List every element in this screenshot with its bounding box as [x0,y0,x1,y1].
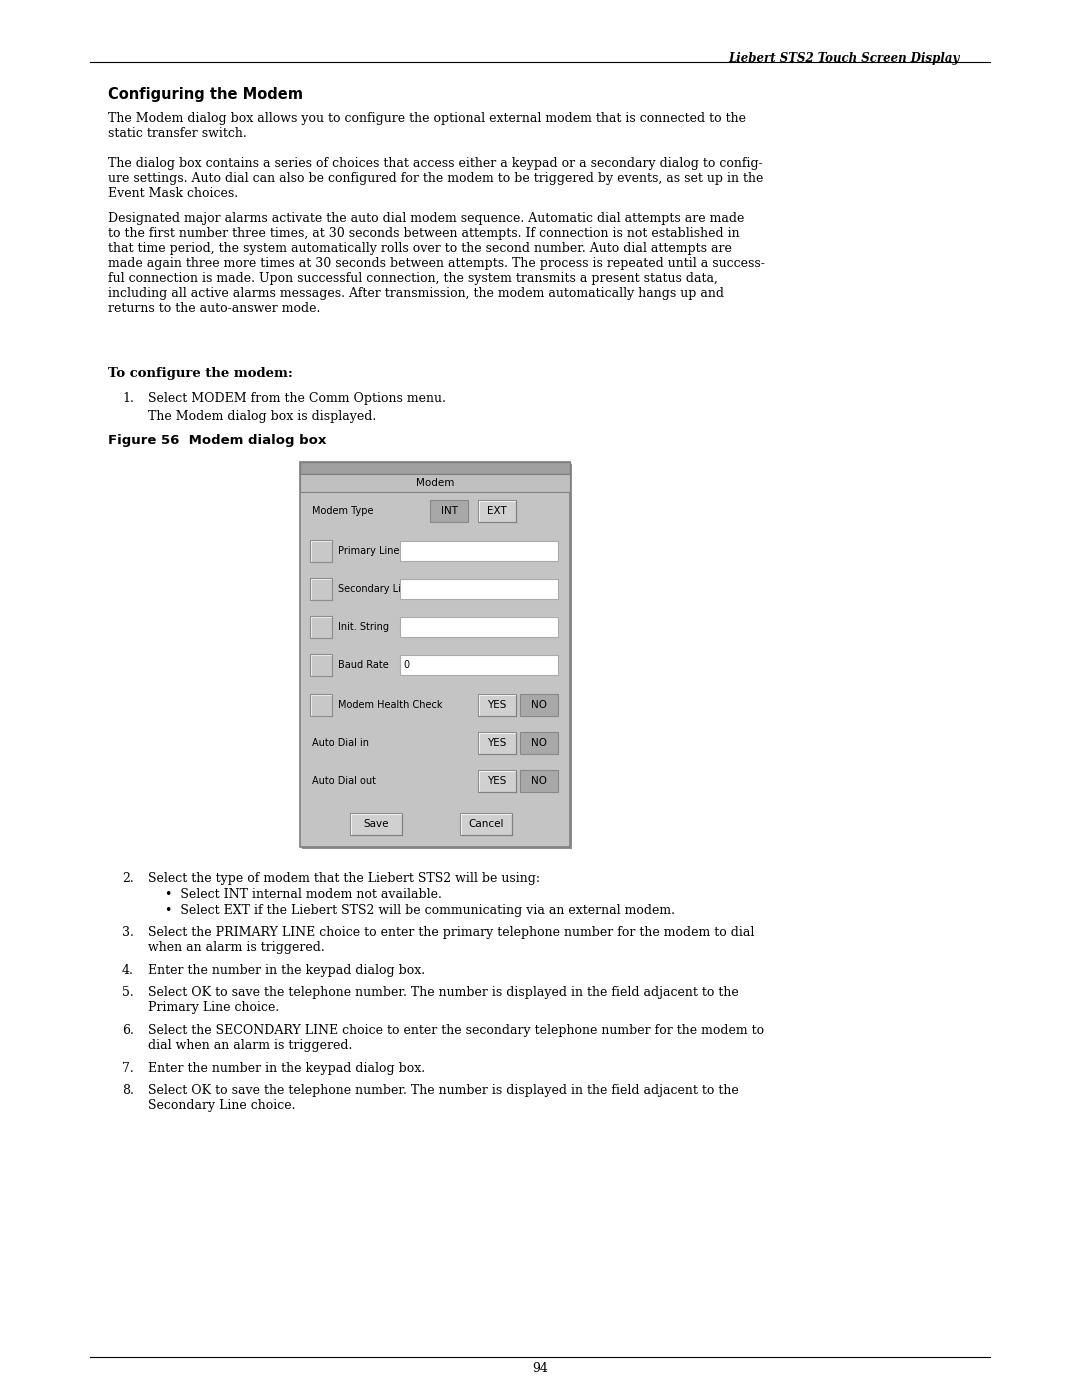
Text: Auto Dial out: Auto Dial out [312,775,376,787]
FancyBboxPatch shape [430,500,468,522]
Text: 7.: 7. [122,1062,134,1076]
Text: Secondary Line: Secondary Line [338,584,414,594]
Text: The Modem dialog box allows you to configure the optional external modem that is: The Modem dialog box allows you to confi… [108,112,746,140]
FancyBboxPatch shape [310,541,332,562]
Text: 2.: 2. [122,872,134,886]
FancyBboxPatch shape [519,732,558,754]
Text: 1.: 1. [122,393,134,405]
Text: 3.: 3. [122,926,134,939]
FancyBboxPatch shape [519,770,558,792]
Text: NO: NO [531,775,546,787]
Text: Select MODEM from the Comm Options menu.: Select MODEM from the Comm Options menu. [148,393,446,405]
Text: Select OK to save the telephone number. The number is displayed in the field adj: Select OK to save the telephone number. … [148,1084,739,1112]
Text: Modem Health Check: Modem Health Check [338,700,443,710]
FancyBboxPatch shape [310,578,332,599]
Text: Init. String: Init. String [338,622,389,631]
FancyBboxPatch shape [519,694,558,717]
Text: YES: YES [487,775,507,787]
Text: NO: NO [531,738,546,747]
FancyBboxPatch shape [300,462,570,847]
Text: 6.: 6. [122,1024,134,1037]
Text: 5.: 5. [122,986,134,999]
Text: The Modem dialog box is displayed.: The Modem dialog box is displayed. [148,409,376,423]
Text: Cancel: Cancel [469,819,503,828]
Text: Enter the number in the keypad dialog box.: Enter the number in the keypad dialog bo… [148,964,426,977]
Text: Select OK to save the telephone number. The number is displayed in the field adj: Select OK to save the telephone number. … [148,986,739,1014]
Text: INT: INT [441,506,458,515]
FancyBboxPatch shape [478,732,516,754]
FancyBboxPatch shape [310,616,332,638]
Text: YES: YES [487,700,507,710]
Text: Figure 56  Modem dialog box: Figure 56 Modem dialog box [108,434,326,447]
Text: •  Select INT internal modem not available.: • Select INT internal modem not availabl… [165,888,442,901]
Text: Modem: Modem [416,478,455,488]
FancyBboxPatch shape [400,617,558,637]
Text: Select the type of modem that the Liebert STS2 will be using:: Select the type of modem that the Lieber… [148,872,540,886]
Text: Primary Line: Primary Line [338,546,400,556]
Text: 8.: 8. [122,1084,134,1097]
Text: Select the SECONDARY LINE choice to enter the secondary telephone number for the: Select the SECONDARY LINE choice to ente… [148,1024,765,1052]
Text: NO: NO [531,700,546,710]
Text: Save: Save [363,819,389,828]
FancyBboxPatch shape [460,813,512,835]
Text: 4.: 4. [122,964,134,977]
Text: Select the PRIMARY LINE choice to enter the primary telephone number for the mod: Select the PRIMARY LINE choice to enter … [148,926,754,954]
Text: Modem Type: Modem Type [312,506,374,515]
FancyBboxPatch shape [302,464,572,849]
Text: The dialog box contains a series of choices that access either a keypad or a sec: The dialog box contains a series of choi… [108,156,764,200]
FancyBboxPatch shape [300,462,570,474]
Text: EXT: EXT [487,506,507,515]
FancyBboxPatch shape [478,694,516,717]
Text: Designated major alarms activate the auto dial modem sequence. Automatic dial at: Designated major alarms activate the aut… [108,212,765,314]
FancyBboxPatch shape [400,541,558,562]
Text: Baud Rate: Baud Rate [338,659,389,671]
Text: •  Select EXT if the Liebert STS2 will be communicating via an external modem.: • Select EXT if the Liebert STS2 will be… [165,904,675,916]
Text: Auto Dial in: Auto Dial in [312,738,369,747]
FancyBboxPatch shape [478,770,516,792]
FancyBboxPatch shape [400,655,558,675]
Text: 94: 94 [532,1362,548,1376]
Text: 0: 0 [403,659,409,671]
FancyBboxPatch shape [350,813,402,835]
Text: Liebert STS2 Touch Screen Display: Liebert STS2 Touch Screen Display [729,52,960,66]
Text: To configure the modem:: To configure the modem: [108,367,293,380]
FancyBboxPatch shape [478,500,516,522]
FancyBboxPatch shape [300,474,570,492]
FancyBboxPatch shape [400,578,558,599]
Text: Enter the number in the keypad dialog box.: Enter the number in the keypad dialog bo… [148,1062,426,1076]
Text: YES: YES [487,738,507,747]
Text: Configuring the Modem: Configuring the Modem [108,87,303,102]
FancyBboxPatch shape [310,654,332,676]
FancyBboxPatch shape [310,694,332,717]
